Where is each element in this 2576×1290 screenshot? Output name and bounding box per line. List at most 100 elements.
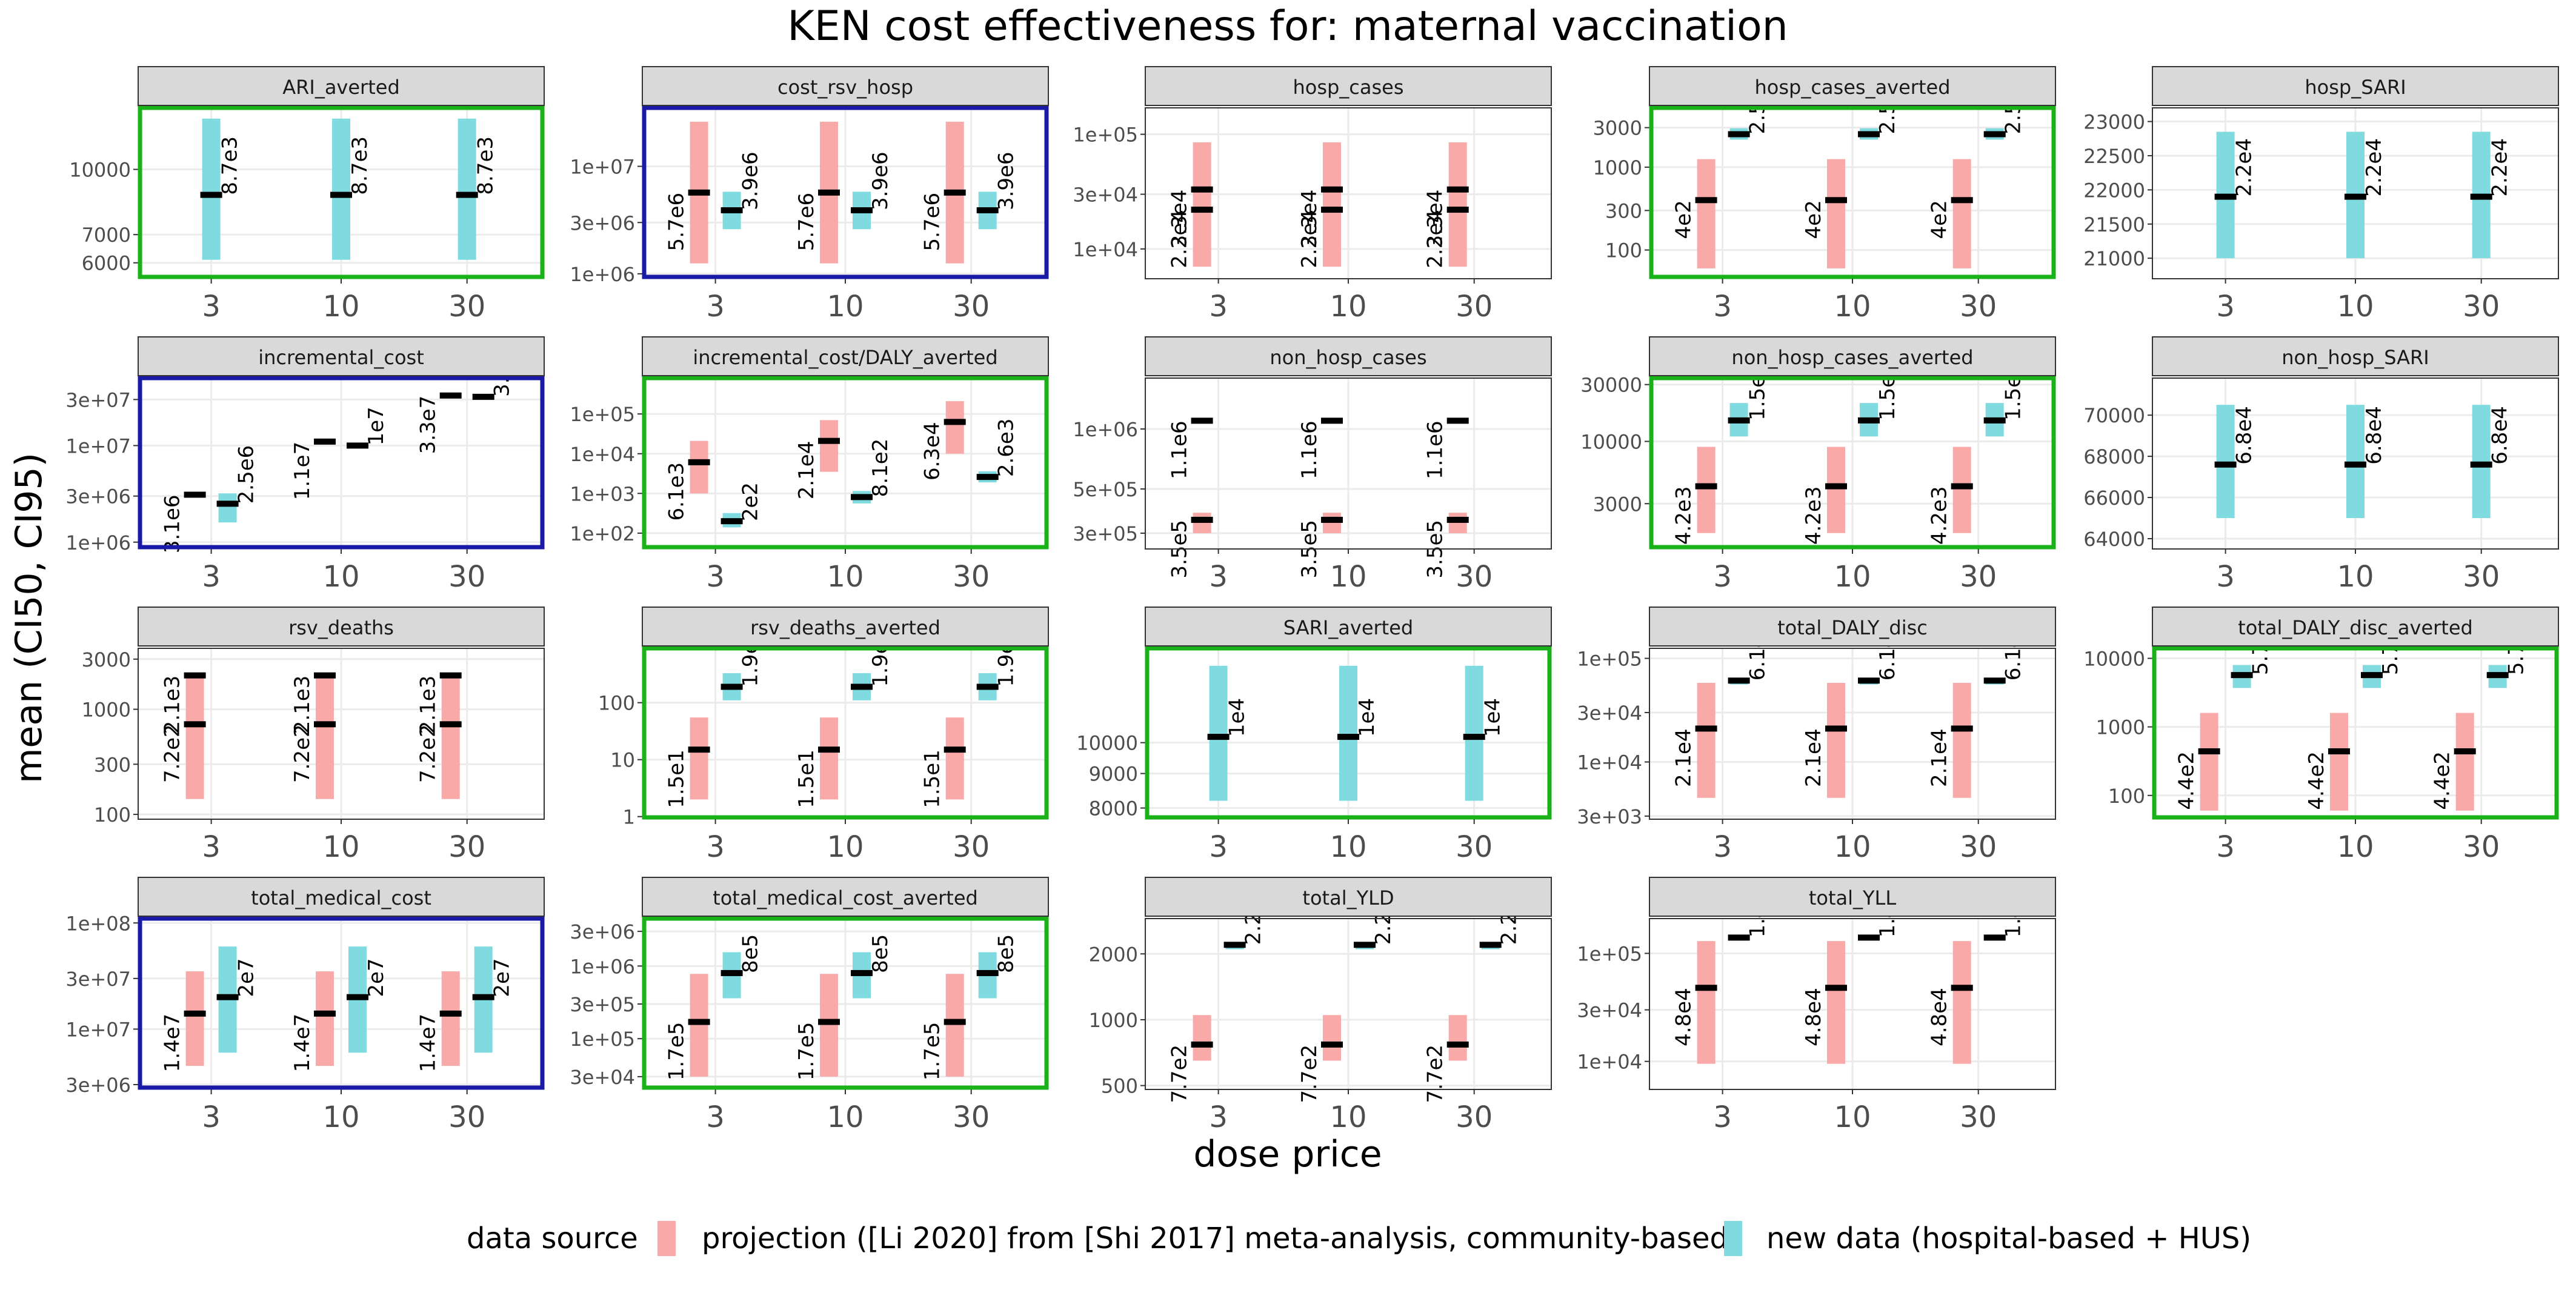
x-tick-label: 30 [1456,1100,1493,1134]
data-label: 2e7 [235,958,259,997]
median-mark [1223,942,1246,948]
y-tick-label: 10000 [1580,430,1642,453]
data-label: 4.8e4 [1802,988,1826,1046]
median-mark [472,393,494,400]
median-mark [1983,417,2006,424]
data-label: 4.4e2 [2431,751,2455,810]
data-label: 2.1e3 [161,676,185,734]
x-tick-label: 3 [2216,560,2235,594]
ci-bar [2330,713,2348,811]
panel-strip-label: SARI_averted [1283,616,1413,639]
panel-incremental-cost: 1e+06 3e+06 1e+07 3e+07 3.1e6 1.1e7 3.3e7 2.5e6… [65,336,545,594]
y-tick-label: 1e+05 [1577,648,1642,671]
x-tick-label: 3 [1713,830,1732,864]
data-label: 3.9e6 [868,151,893,210]
ci-bar [1448,142,1467,267]
y-tick-label: 100 [1605,239,1642,262]
median-mark [1858,677,1880,684]
x-tick-label: 30 [1456,560,1493,594]
median-mark [944,419,966,425]
y-tick-label: 1e+06 [1073,418,1138,441]
median-mark [688,746,710,753]
data-label: 7.7e2 [1423,1045,1448,1103]
x-tick-label: 10 [827,560,864,594]
median-mark [1695,985,1717,991]
median-mark [851,494,873,500]
panel-frame [1649,376,2056,550]
median-mark [1951,985,1973,991]
median-mark [1825,197,1847,204]
data-label: 1.1e6 [1423,421,1448,479]
panel-strip-label: total_YLD [1302,886,1394,909]
data-label: 4.2e3 [1672,487,1696,545]
panel-total-yll: 1e+043e+041e+054.8e44.8e44.8e41.4e51.4e5… [1577,877,2056,1134]
median-mark [1321,417,1343,424]
data-label: 4.8e4 [1928,988,1952,1046]
panel-strip-label: cost_rsv_hosp [777,76,913,99]
data-label: 3.3e4 [1297,190,1322,248]
median-mark [1825,985,1847,991]
panel-frame [138,916,545,1090]
x-tick-label: 3 [1209,830,1228,864]
median-mark [439,721,462,728]
median-mark [1446,207,1469,213]
median-mark [1695,483,1717,490]
panel-strip [138,336,545,376]
data-label: 5.7e6 [665,193,689,251]
y-tick-label: 3e+04 [1577,999,1642,1022]
y-tick-label: 1e+06 [570,263,635,286]
data-label: 8.1e2 [868,439,893,497]
median-mark [1446,1041,1469,1048]
median-mark [2486,672,2509,679]
median-mark [456,191,478,198]
panel-non-hosp-sari: 64000 66000 68000 70000 6.8e4 6.8e4 6.8e4 non_h… [2083,336,2559,594]
median-mark [2214,193,2237,200]
y-tick-label: 10 [610,749,635,772]
median-mark [1951,483,1973,490]
y-tick-label: 3e+05 [1073,522,1138,545]
chart-title: KEN cost effectiveness for: maternal vac… [787,2,1788,50]
y-tick-label: 1 [623,806,635,829]
panel-strip [1145,336,1552,376]
median-mark [1728,934,1750,941]
panel-strip-label: total_DALY_disc [1777,616,1928,639]
median-mark [2345,193,2366,200]
panel-strip-label: total_medical_cost [251,886,431,909]
y-tick-label: 300 [94,753,131,776]
median-mark [1728,131,1750,138]
panel-strip [1649,66,2056,106]
data-label: 5.7e6 [794,193,819,251]
median-mark [439,392,462,399]
ci-bar [1952,941,1971,1064]
x-tick-label: 3 [706,1100,725,1134]
median-mark [688,459,710,465]
ci-bar [1827,683,1845,798]
x-tick-label: 3 [1713,290,1732,324]
panel-frame [2152,646,2559,820]
median-mark [721,969,743,976]
ci-bar [1209,665,1228,801]
ci-bar [2346,405,2365,519]
data-label: 7.2e2 [161,724,185,783]
x-tick-label: 10 [2337,830,2374,864]
median-mark [347,442,368,449]
median-mark [1825,483,1847,490]
median-mark [721,683,743,690]
median-mark [1825,725,1847,732]
ci-bar [690,441,708,494]
panel-strip [2152,607,2559,647]
y-tick-label: 2000 [1089,943,1138,966]
ci-bar [820,974,838,1077]
y-tick-label: 10000 [69,159,131,182]
median-mark [688,189,710,196]
median-mark [2231,672,2253,679]
median-mark [1207,734,1230,740]
median-mark [1695,197,1717,204]
y-tick-label: 1e+03 [570,482,635,505]
